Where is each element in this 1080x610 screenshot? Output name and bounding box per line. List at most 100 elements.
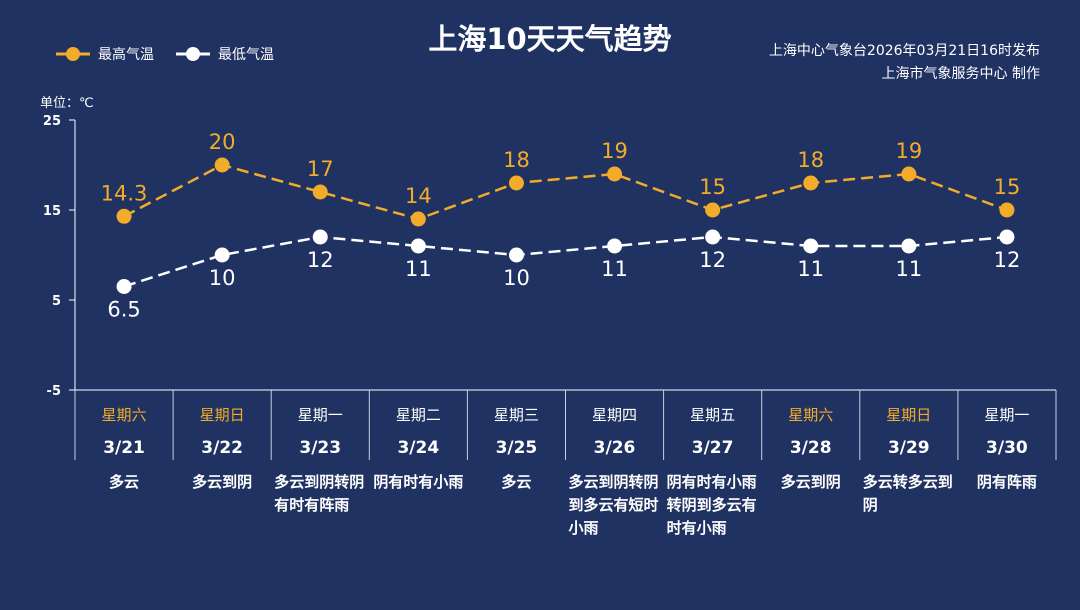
weather-description: 多云到阴转阴有时有阵雨 — [274, 473, 365, 514]
weekday-label: 星期二 — [395, 406, 441, 424]
unit-label: 单位：℃ — [40, 96, 94, 111]
y-tick-label: 15 — [43, 204, 61, 219]
data-point — [508, 175, 524, 191]
day-column: 星期一 3/30 阴有阵雨 — [958, 392, 1056, 540]
data-label: 15 — [994, 175, 1021, 199]
weather-description: 多云到阴 — [192, 473, 253, 491]
publish-info: 上海中心气象台2026年03月21日16时发布 — [768, 43, 1040, 59]
legend: 最高气温 最低气温 — [56, 44, 274, 64]
data-point — [410, 238, 426, 254]
weekday-label: 星期六 — [788, 406, 834, 424]
weather-description: 多云到阴 — [780, 473, 841, 491]
legend-item-high: 最高气温 — [56, 44, 154, 64]
weekday-label: 星期五 — [690, 406, 736, 424]
data-label: 18 — [797, 148, 824, 172]
date-label: 3/23 — [299, 438, 342, 458]
producer-info: 上海市气象服务中心 制作 — [881, 66, 1040, 82]
date-label: 3/26 — [593, 438, 636, 458]
weekday-label: 星期一 — [984, 406, 1030, 424]
weekday-label: 星期一 — [297, 406, 343, 424]
date-label: 3/28 — [789, 438, 832, 458]
data-point — [803, 175, 819, 191]
weather-description: 多云 — [501, 473, 532, 491]
data-point — [410, 211, 426, 227]
date-label: 3/25 — [495, 438, 538, 458]
weekday-label: 星期六 — [101, 406, 147, 424]
weather-description: 多云 — [109, 473, 140, 491]
data-label: 11 — [405, 257, 432, 281]
data-point — [607, 166, 623, 182]
weather-description: 多云到阴转阴到多云有短时小雨 — [568, 473, 659, 537]
weekday-label: 星期四 — [592, 406, 638, 424]
data-label: 14.3 — [101, 181, 148, 205]
data-label: 12 — [307, 248, 334, 272]
day-column: 星期二 3/24 阴有时有小雨 — [369, 392, 467, 540]
date-label: 3/29 — [887, 438, 930, 458]
data-label: 12 — [699, 248, 726, 272]
data-label: 19 — [601, 139, 628, 163]
data-label: 6.5 — [107, 298, 140, 322]
data-point — [705, 229, 721, 245]
weather-description: 多云转多云到阴 — [862, 473, 953, 514]
y-tick-label: -5 — [47, 384, 61, 399]
legend-label-high: 最高气温 — [98, 47, 154, 63]
data-label: 20 — [209, 130, 236, 154]
series-line-high — [123, 163, 1008, 221]
data-label: 10 — [209, 266, 236, 290]
chart-title: 上海10天天气趋势 — [428, 22, 672, 56]
data-label: 11 — [601, 257, 628, 281]
weather-description: 阴有时有小雨 — [373, 473, 464, 491]
data-point — [803, 238, 819, 254]
data-label: 11 — [797, 257, 824, 281]
weather-description: 阴有阵雨 — [976, 473, 1037, 491]
data-point — [999, 229, 1015, 245]
data-label: 10 — [503, 266, 530, 290]
date-label: 3/21 — [103, 438, 145, 458]
data-label: 12 — [994, 248, 1021, 272]
date-label: 3/30 — [986, 438, 1028, 458]
data-label: 14 — [405, 184, 432, 208]
data-label: 17 — [307, 157, 334, 181]
day-column: 星期日 3/29 多云转多云到阴 — [860, 392, 958, 540]
day-column: 星期一 3/23 多云到阴转阴有时有阵雨 — [271, 392, 369, 540]
weekday-label: 星期三 — [493, 406, 539, 424]
data-point — [116, 279, 132, 294]
legend-marker-high — [56, 47, 90, 61]
data-label: 19 — [895, 139, 922, 163]
data-point — [999, 202, 1015, 218]
date-label: 3/24 — [397, 438, 440, 458]
weather-description: 阴有时有小雨转阴到多云有时有小雨 — [666, 473, 757, 537]
day-column: 星期五 3/27 阴有时有小雨转阴到多云有时有小雨 — [664, 392, 762, 540]
day-columns: 星期六 3/21 多云 星期日 3/22 多云到阴 星期一 3/23 多云到阴转阴有时有阵雨 星期… — [75, 392, 1056, 540]
legend-marker-low — [176, 47, 210, 61]
data-point — [116, 208, 132, 224]
y-tick-label: 25 — [43, 114, 61, 129]
data-label: 18 — [503, 148, 530, 172]
legend-item-low: 最低气温 — [176, 44, 274, 64]
data-point — [312, 184, 328, 200]
day-column: 星期三 3/25 多云 — [467, 392, 565, 540]
legend-label-low: 最低气温 — [218, 47, 274, 63]
data-point — [901, 238, 917, 254]
date-label: 3/27 — [691, 438, 734, 458]
day-column: 星期四 3/26 多云到阴转阴到多云有短时小雨 — [565, 392, 663, 540]
y-tick-label: 5 — [52, 294, 61, 309]
data-point — [312, 229, 328, 245]
day-column: 星期日 3/22 多云到阴 — [173, 392, 271, 540]
series-line-low — [123, 235, 1008, 288]
data-point — [705, 202, 721, 218]
day-column: 星期六 3/21 多云 — [75, 392, 173, 540]
date-label: 3/22 — [201, 438, 243, 458]
data-point — [214, 157, 230, 173]
data-point — [214, 247, 230, 263]
data-point — [508, 247, 524, 263]
weekday-label: 星期日 — [199, 406, 245, 424]
data-point — [607, 238, 623, 254]
day-column: 星期六 3/28 多云到阴 — [762, 392, 860, 540]
data-label: 11 — [895, 257, 922, 281]
weekday-label: 星期日 — [886, 406, 932, 424]
source-info: 上海中心气象台2026年03月21日16时发布 上海市气象服务中心 制作 — [769, 40, 1040, 86]
data-label: 15 — [699, 175, 726, 199]
data-point — [901, 166, 917, 182]
